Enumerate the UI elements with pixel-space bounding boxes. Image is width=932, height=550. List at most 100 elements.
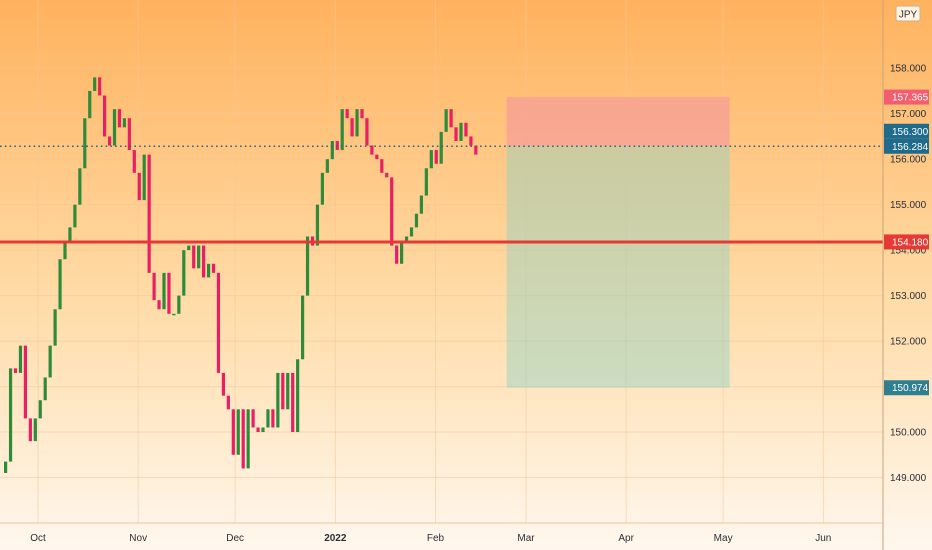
candle-37 <box>182 250 186 296</box>
candle-4 <box>18 345 23 373</box>
candle-45 <box>221 372 225 396</box>
candle-75 <box>370 145 374 155</box>
candle-89 <box>439 131 443 164</box>
currency-badge-box <box>895 5 921 22</box>
price-tick-155.000: 155.000 <box>890 200 927 211</box>
candle-47 <box>231 409 235 455</box>
price-tick-158.000: 158.000 <box>890 64 927 75</box>
candle-44 <box>216 272 221 373</box>
entry-price-label: 156.300 <box>892 127 929 138</box>
candle-86 <box>424 168 428 196</box>
candle-35 <box>172 313 176 316</box>
candle-43 <box>211 263 216 273</box>
price-tick-154.000: 154.000 <box>890 246 927 257</box>
position-risk-zone[interactable] <box>506 97 730 147</box>
candle-27 <box>132 150 136 173</box>
candle-73 <box>360 109 364 119</box>
candle-36 <box>177 295 181 314</box>
candle-67 <box>330 140 334 160</box>
candle-20 <box>98 77 102 96</box>
candlesticks <box>4 77 478 473</box>
candle-83 <box>409 227 414 237</box>
candle-90 <box>444 109 448 132</box>
candle-54 <box>266 409 270 428</box>
time-tick-oct: Oct <box>30 533 46 544</box>
candle-15 <box>73 204 77 228</box>
candle-58 <box>286 372 290 410</box>
price-tick-153.000: 153.000 <box>890 291 927 302</box>
candle-39 <box>192 245 196 269</box>
candle-59 <box>291 372 295 433</box>
candle-49 <box>241 409 245 469</box>
price-tick-152.000: 152.000 <box>890 337 927 348</box>
candle-52 <box>256 427 260 433</box>
candle-22 <box>107 136 112 146</box>
position-tool[interactable] <box>506 97 730 388</box>
candle-25 <box>122 118 126 128</box>
candle-34 <box>167 272 171 314</box>
candle-95 <box>469 136 473 146</box>
candle-46 <box>226 395 230 410</box>
candle-6 <box>28 418 32 442</box>
candle-3 <box>13 368 18 373</box>
candle-7 <box>33 418 37 442</box>
candle-82 <box>404 236 409 242</box>
time-tick-jun: Jun <box>815 533 831 544</box>
horizontal-lines[interactable] <box>0 145 883 244</box>
candle-71 <box>350 118 354 137</box>
candle-26 <box>127 118 131 151</box>
stop-loss-price-label-box <box>884 89 929 105</box>
candle-24 <box>117 109 122 128</box>
time-tick-apr: Apr <box>618 533 634 544</box>
current-price-label: 156.284 <box>892 142 929 153</box>
candle-40 <box>197 245 201 269</box>
candle-50 <box>246 409 250 469</box>
position-reward-zone[interactable] <box>506 146 730 388</box>
candle-57 <box>281 372 285 410</box>
time-tick-nov: Nov <box>129 533 147 544</box>
candle-94 <box>464 122 468 137</box>
candle-33 <box>162 272 166 310</box>
candle-81 <box>400 241 404 264</box>
candle-56 <box>276 372 280 428</box>
candle-48 <box>236 409 240 455</box>
candle-29 <box>142 154 146 201</box>
candle-53 <box>261 427 265 433</box>
candle-42 <box>206 263 211 278</box>
candle-18 <box>88 90 92 119</box>
candle-88 <box>434 150 438 164</box>
candle-65 <box>320 172 324 205</box>
candle-69 <box>340 109 344 151</box>
price-tick-149.000: 149.000 <box>890 473 927 484</box>
candle-76 <box>375 154 379 160</box>
candle-16 <box>78 168 82 205</box>
candle-77 <box>380 159 384 173</box>
time-axis[interactable]: Oct Nov Dec 2022 Feb Mar Apr May Jun <box>30 533 831 544</box>
horizontal-line-price-label-box <box>884 234 929 250</box>
candle-84 <box>414 213 419 228</box>
candle-85 <box>419 195 423 214</box>
candle-96 <box>474 145 478 155</box>
time-tick-2022: 2022 <box>324 533 347 544</box>
candle-60 <box>296 359 300 433</box>
entry-price-label-box <box>884 123 929 139</box>
candle-66 <box>325 159 329 173</box>
candle-92 <box>454 127 458 141</box>
candle-80 <box>395 245 399 264</box>
candle-91 <box>449 109 453 128</box>
candle-41 <box>202 245 206 278</box>
time-tick-dec: Dec <box>226 533 244 544</box>
current-price-label-box <box>884 138 929 154</box>
candle-28 <box>137 172 141 201</box>
candle-17 <box>83 118 87 169</box>
currency-badge: JPY <box>895 5 921 22</box>
candle-78 <box>385 172 389 178</box>
take-profit-price-label-box <box>884 380 929 396</box>
candle-61 <box>301 295 305 360</box>
currency-label: JPY <box>899 10 918 21</box>
horizontal-line-price-label: 154.180 <box>892 237 929 248</box>
candle-51 <box>251 409 255 428</box>
